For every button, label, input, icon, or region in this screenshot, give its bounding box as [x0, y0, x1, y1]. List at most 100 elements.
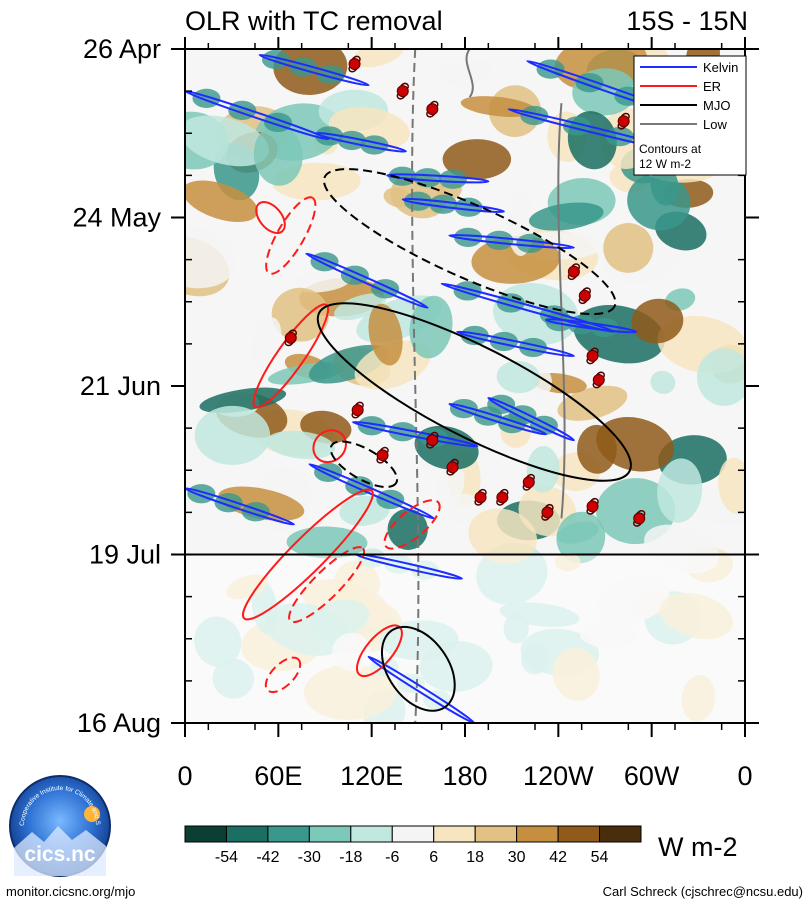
colorbar-tick-label: -42: [256, 849, 279, 866]
tc-marker-core: [351, 404, 364, 417]
olr-blob: [253, 124, 303, 186]
olr-blob: [194, 405, 271, 465]
er-contour: [241, 488, 374, 621]
tc-marker-arm: [400, 82, 409, 89]
tc-marker: [592, 371, 605, 389]
legend-label-kelvin: Kelvin: [703, 60, 738, 75]
colorbar: -54 -42 -30 -18 -6 6 18 30 42 54: [184, 825, 642, 866]
olr-blob: [194, 616, 242, 667]
olr-convective-core: [454, 227, 483, 247]
tc-marker-arm: [426, 111, 435, 118]
logo-sun: [84, 806, 100, 822]
olr-blob: [603, 223, 654, 273]
er-contour: [252, 303, 330, 409]
mjo-contour: [316, 302, 632, 482]
tc-marker: [426, 431, 439, 449]
olr-blob: [380, 620, 459, 660]
olr-blob: [333, 560, 380, 608]
x-tick-label: 0: [737, 761, 752, 791]
olr-blob: [226, 574, 268, 600]
tc-marker-arm: [596, 371, 605, 378]
tc-marker-arm: [449, 458, 459, 465]
tc-marker-arm: [446, 469, 456, 476]
legend: Kelvin ER MJO Low Contours at 12 W m-2: [633, 55, 747, 176]
olr-blob: [409, 295, 453, 359]
tc-marker-core: [474, 491, 487, 504]
legend-label-low: Low: [703, 117, 727, 132]
tc-marker: [586, 347, 599, 365]
tc-marker-arm: [355, 401, 364, 408]
er-contour: [255, 200, 286, 235]
tc-marker: [474, 488, 487, 506]
tc-marker-arm: [541, 515, 551, 521]
olr-blob: [446, 493, 484, 525]
tc-marker: [522, 473, 535, 491]
low-contour: [411, 49, 420, 723]
tc-marker: [376, 446, 389, 464]
mjo-contour: [329, 440, 399, 488]
tc-marker-arm: [477, 488, 487, 495]
tc-marker: [446, 458, 459, 476]
cics-logo: Cooperative Institute for Climate and Sa…: [6, 769, 111, 877]
colorbar-segment: [308, 825, 352, 843]
tc-marker: [586, 497, 599, 515]
colorbar-tick-label: 54: [591, 849, 609, 866]
colorbar-segment: [599, 825, 642, 843]
kelvin-contour: [448, 402, 547, 436]
kelvin-contour: [185, 487, 295, 526]
olr-blob: [339, 495, 390, 526]
olr-blob: [552, 647, 600, 701]
olr-blob: [644, 524, 720, 574]
tc-marker-core: [522, 476, 535, 489]
olr-blob: [199, 387, 287, 413]
olr-blob: [499, 602, 580, 627]
tc-marker-core: [376, 449, 389, 462]
er-contour: [288, 546, 366, 624]
x-tick-label: 120E: [340, 761, 403, 791]
colorbar-tick-label: -18: [339, 849, 362, 866]
tc-marker-arm: [379, 446, 389, 453]
kelvin-contour: [308, 463, 435, 520]
olr-convective-core: [516, 233, 545, 254]
tc-marker-arm: [589, 497, 599, 504]
tc-marker-arm: [621, 112, 630, 119]
low-contour: [465, 49, 474, 98]
tc-marker: [284, 329, 297, 347]
tc-marker-arm: [429, 100, 439, 107]
olr-blob: [528, 202, 604, 231]
er-contour: [383, 499, 441, 550]
er-contour: [312, 429, 347, 464]
tc-marker: [617, 112, 630, 130]
tc-marker-arm: [567, 274, 577, 281]
kelvin-contour: [258, 53, 370, 87]
olr-convective-core: [438, 169, 467, 189]
footer-credit: Carl Schreck (cjschrec@ncsu.edu): [602, 884, 803, 899]
colorbar-units: W m-2: [658, 832, 737, 862]
tc-marker-core: [426, 103, 439, 116]
tc-marker-arm: [589, 347, 599, 354]
y-tick-label: 24 May: [72, 203, 161, 233]
olr-convective-core: [429, 194, 458, 214]
footer-url[interactable]: monitor.cicsnc.org/mjo: [6, 884, 136, 899]
colorbar-tick-label: 6: [429, 849, 438, 866]
tc-marker-core: [617, 115, 630, 128]
olr-blob: [442, 139, 512, 180]
tc-marker-core: [496, 491, 509, 504]
olr-blob: [596, 574, 670, 625]
kelvin-contour: [185, 89, 330, 141]
tc-marker-arm: [499, 488, 509, 495]
colorbar-segment: [474, 825, 518, 843]
colorbar-segment: [557, 825, 601, 843]
tc-marker-arm: [586, 509, 596, 515]
tc-marker-core: [541, 506, 554, 519]
olr-blob: [557, 385, 628, 421]
tc-marker-arm: [351, 55, 361, 62]
tc-marker-core: [586, 349, 599, 362]
olr-blob: [332, 632, 371, 672]
y-axis-labels: 26 Apr 24 May 21 Jun 19 Jul 16 Aug: [72, 34, 161, 738]
olr-blob: [596, 417, 675, 472]
colorbar-tick-label: 30: [508, 849, 526, 866]
olr-blob: [556, 511, 606, 564]
tc-marker-arm: [617, 123, 627, 130]
